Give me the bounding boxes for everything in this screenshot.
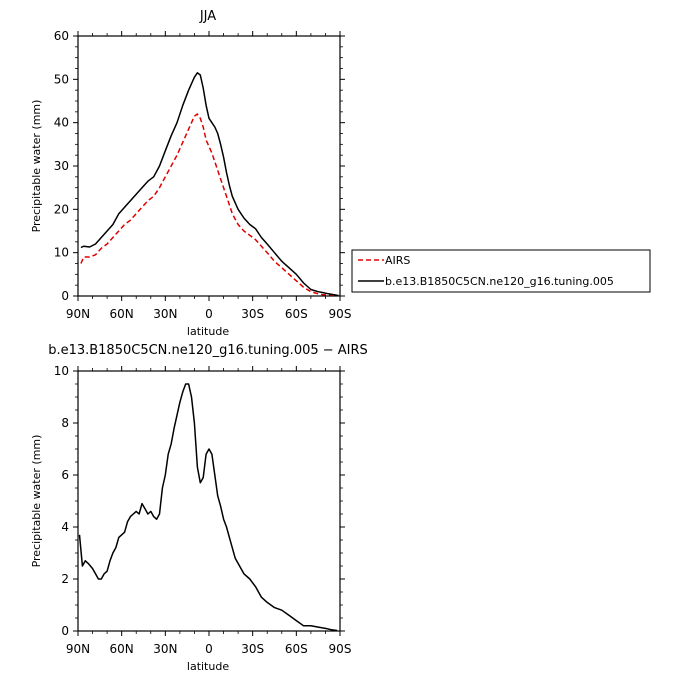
top-y-axis: 0 10 20 30 40 50 60 <box>54 29 345 303</box>
y-tick-label: 2 <box>61 572 69 586</box>
x-tick-label: 90S <box>329 307 352 321</box>
top-y-axis-label: Precipitable water (mm) <box>30 100 43 233</box>
y-tick-label: 8 <box>61 416 69 430</box>
top-plot-frame <box>77 35 341 297</box>
bottom-chart-title: b.e13.B1850C5CN.ne120_g16.tuning.005 − A… <box>48 343 368 358</box>
x-tick-label: 0 <box>205 642 213 656</box>
x-tick-label: 30N <box>153 642 177 656</box>
y-tick-label: 40 <box>54 116 69 130</box>
x-tick-label: 90N <box>66 307 90 321</box>
bottom-chart: b.e13.B1850C5CN.ne120_g16.tuning.005 − A… <box>30 343 368 673</box>
top-chart-title: JJA <box>199 9 216 24</box>
bottom-y-axis-label: Precipitable water (mm) <box>30 435 43 568</box>
x-tick-label: 90S <box>329 642 352 656</box>
series-line-dashed-0 <box>80 113 339 297</box>
x-tick-label: 60S <box>285 642 308 656</box>
bottom-x-axis: 90N 60N 30N 0 30S 60S 90S <box>66 366 352 656</box>
y-tick-label: 10 <box>54 246 69 260</box>
bottom-x-axis-label: latitude <box>187 660 229 673</box>
legend-frame <box>351 249 651 293</box>
y-tick-label: 6 <box>61 468 69 482</box>
legend-label-model: b.e13.B1850C5CN.ne120_g16.tuning.005 <box>385 275 614 288</box>
x-tick-label: 60S <box>285 307 308 321</box>
top-chart: JJA 0 10 20 30 40 50 60 90N 60N 30N 0 30S 60S 90S la… <box>30 9 651 338</box>
y-tick-label: 30 <box>54 159 69 173</box>
y-tick-label: 0 <box>61 624 69 638</box>
x-tick-label: 60N <box>110 642 134 656</box>
bottom-series <box>78 383 338 632</box>
y-tick-label: 10 <box>54 364 69 378</box>
x-tick-label: 30S <box>241 307 264 321</box>
x-tick-label: 60N <box>110 307 134 321</box>
y-tick-label: 60 <box>54 29 69 43</box>
x-tick-label: 90N <box>66 642 90 656</box>
series-line-solid-0 <box>78 383 338 632</box>
top-x-axis-label: latitude <box>187 325 229 338</box>
top-series <box>80 72 339 297</box>
bottom-plot-frame <box>77 370 341 632</box>
x-tick-label: 30S <box>241 642 264 656</box>
y-tick-label: 0 <box>61 289 69 303</box>
bottom-y-axis: 0 2 4 6 8 10 <box>54 364 345 638</box>
legend-label-airs: AIRS <box>385 254 410 267</box>
y-tick-label: 20 <box>54 202 69 216</box>
series-line-solid-1 <box>80 72 339 297</box>
x-tick-label: 0 <box>205 307 213 321</box>
top-x-axis: 90N 60N 30N 0 30S 60S 90S <box>66 31 352 321</box>
y-tick-label: 50 <box>54 72 69 86</box>
x-tick-label: 30N <box>153 307 177 321</box>
legend: AIRS b.e13.B1850C5CN.ne120_g16.tuning.00… <box>351 249 651 293</box>
y-tick-label: 4 <box>61 520 69 534</box>
